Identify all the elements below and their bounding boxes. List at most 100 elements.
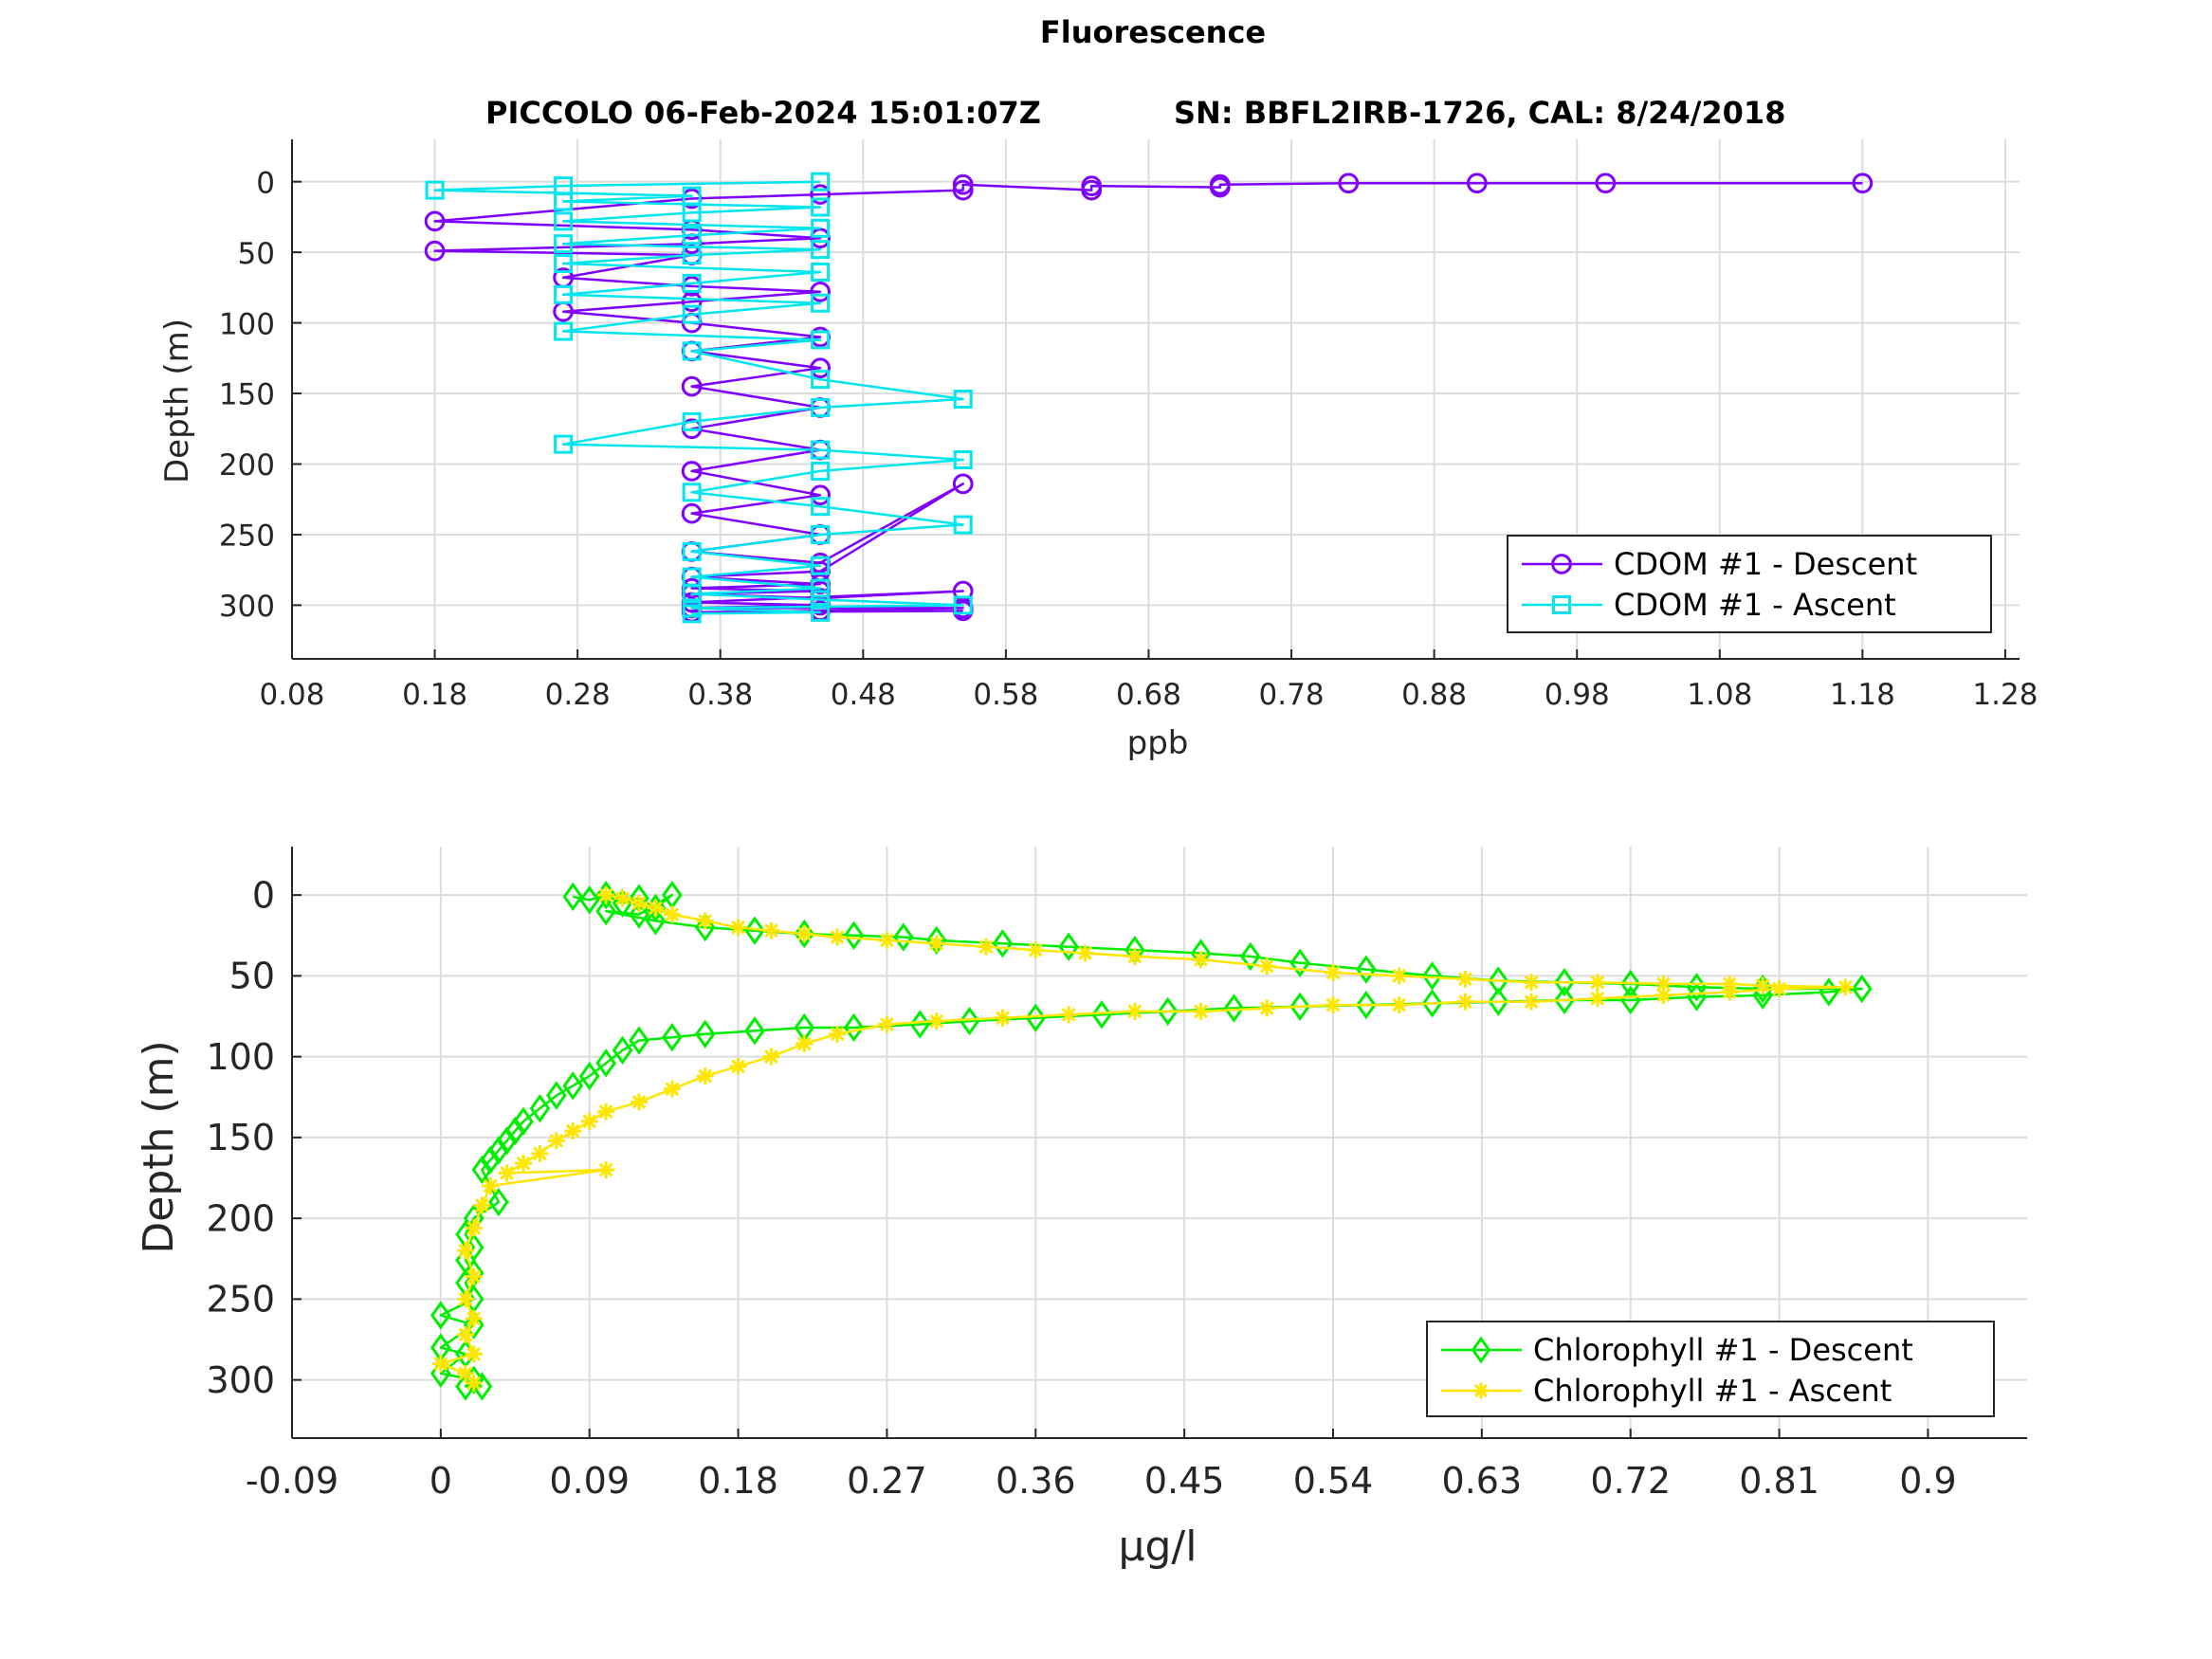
- data-point: [694, 913, 716, 942]
- data-point: [1456, 970, 1474, 988]
- data-point: [682, 584, 702, 604]
- data-point: [431, 1355, 449, 1373]
- data-point: [1754, 976, 1772, 994]
- data-point: [811, 330, 831, 350]
- data-point: [811, 440, 831, 460]
- chlorophyll-axis-frame: [291, 847, 2027, 1439]
- cdom-x-axis-label: ppb: [1127, 724, 1189, 762]
- data-point: [811, 370, 831, 390]
- legend-item: CDOM #1 - Ascent: [1522, 587, 1896, 623]
- data-point: [811, 240, 831, 260]
- data-point: [843, 921, 865, 950]
- x-tick-label: 0.54: [1293, 1460, 1374, 1502]
- data-point: [554, 211, 574, 231]
- data-point: [465, 1375, 483, 1393]
- data-point: [1654, 986, 1673, 1004]
- data-point: [1456, 993, 1474, 1011]
- chlorophyll-y-axis-label: Depth (m): [135, 1040, 183, 1253]
- data-point: [597, 886, 615, 904]
- data-point: [978, 938, 995, 956]
- x-tick-label: -0.09: [246, 1460, 338, 1502]
- data-point: [729, 1057, 747, 1075]
- data-point: [425, 180, 445, 200]
- data-point: [662, 1022, 683, 1052]
- data-point: [554, 321, 574, 341]
- data-point: [1058, 932, 1079, 961]
- data-point: [1125, 947, 1143, 965]
- data-point: [953, 515, 973, 535]
- y-tick-label: 250: [206, 1279, 275, 1321]
- x-tick-label: 0.27: [847, 1460, 927, 1502]
- data-point: [744, 916, 765, 945]
- x-tick-label: 0.68: [1116, 678, 1181, 712]
- data-point: [482, 1177, 500, 1195]
- data-point: [578, 885, 600, 915]
- x-tick-label: 0.18: [698, 1460, 778, 1502]
- data-point: [952, 473, 974, 495]
- data-point: [595, 897, 616, 926]
- data-point: [878, 931, 896, 949]
- data-point: [681, 375, 703, 397]
- data-point: [729, 919, 747, 937]
- data-point: [953, 450, 973, 470]
- figure-title: Fluorescence: [1040, 14, 1266, 50]
- data-point: [1325, 963, 1342, 981]
- x-tick-label: 0.08: [259, 678, 324, 712]
- data-point: [811, 590, 831, 610]
- plot-subtitle-left: PICCOLO 06-Feb-2024 15:01:07Z: [485, 95, 1041, 131]
- data-point: [554, 234, 574, 254]
- data-point: [843, 1012, 865, 1043]
- x-tick-label: 0.98: [1545, 678, 1610, 712]
- data-point: [1258, 999, 1276, 1017]
- data-point: [682, 483, 702, 502]
- data-point: [681, 461, 703, 482]
- y-tick-label: 150: [206, 1117, 275, 1158]
- data-point: [424, 210, 446, 232]
- data-point: [629, 900, 649, 929]
- data-point: [562, 1071, 584, 1101]
- x-tick-label: 0.38: [687, 678, 753, 712]
- data-point: [1421, 961, 1443, 991]
- data-point: [597, 1160, 615, 1178]
- data-point: [1258, 957, 1276, 975]
- y-tick-label: 200: [219, 448, 275, 483]
- data-point: [1588, 974, 1606, 992]
- cdom-series: [424, 172, 1874, 624]
- data-point: [1554, 968, 1575, 997]
- data-point: [696, 912, 714, 930]
- x-tick-label: 1.28: [1972, 678, 2038, 712]
- chlorophyll-x-axis-label: μg/l: [1119, 1522, 1197, 1571]
- data-point: [424, 240, 446, 262]
- data-point: [952, 179, 974, 201]
- data-point: [925, 925, 947, 956]
- data-point: [810, 281, 831, 302]
- data-point: [795, 925, 814, 943]
- data-point: [1770, 980, 1788, 998]
- y-tick-label: 100: [219, 307, 275, 341]
- data-point: [992, 929, 1014, 958]
- data-point: [878, 1015, 896, 1033]
- y-tick-label: 50: [229, 956, 275, 997]
- data-point: [471, 1155, 493, 1185]
- x-tick-label: 0: [430, 1460, 452, 1502]
- data-point: [546, 1081, 567, 1110]
- data-point: [810, 484, 831, 506]
- data-point: [631, 894, 648, 912]
- data-point: [1223, 994, 1245, 1023]
- data-point: [1081, 179, 1103, 201]
- data-point: [811, 578, 831, 598]
- chlorophyll-series: [430, 880, 1873, 1401]
- data-point: [927, 935, 945, 953]
- data-point: [1289, 992, 1310, 1021]
- data-point: [952, 173, 974, 195]
- data-point: [795, 1035, 814, 1052]
- data-point: [994, 1009, 1012, 1027]
- data-point: [1209, 176, 1231, 198]
- data-point: [681, 502, 703, 524]
- data-point: [629, 1026, 649, 1055]
- y-tick-label: 250: [219, 520, 275, 554]
- legend-marker: [1471, 1336, 1491, 1364]
- data-point: [1588, 990, 1606, 1008]
- cdom-y-axis-label: Depth (m): [158, 319, 196, 483]
- data-point: [1390, 967, 1408, 985]
